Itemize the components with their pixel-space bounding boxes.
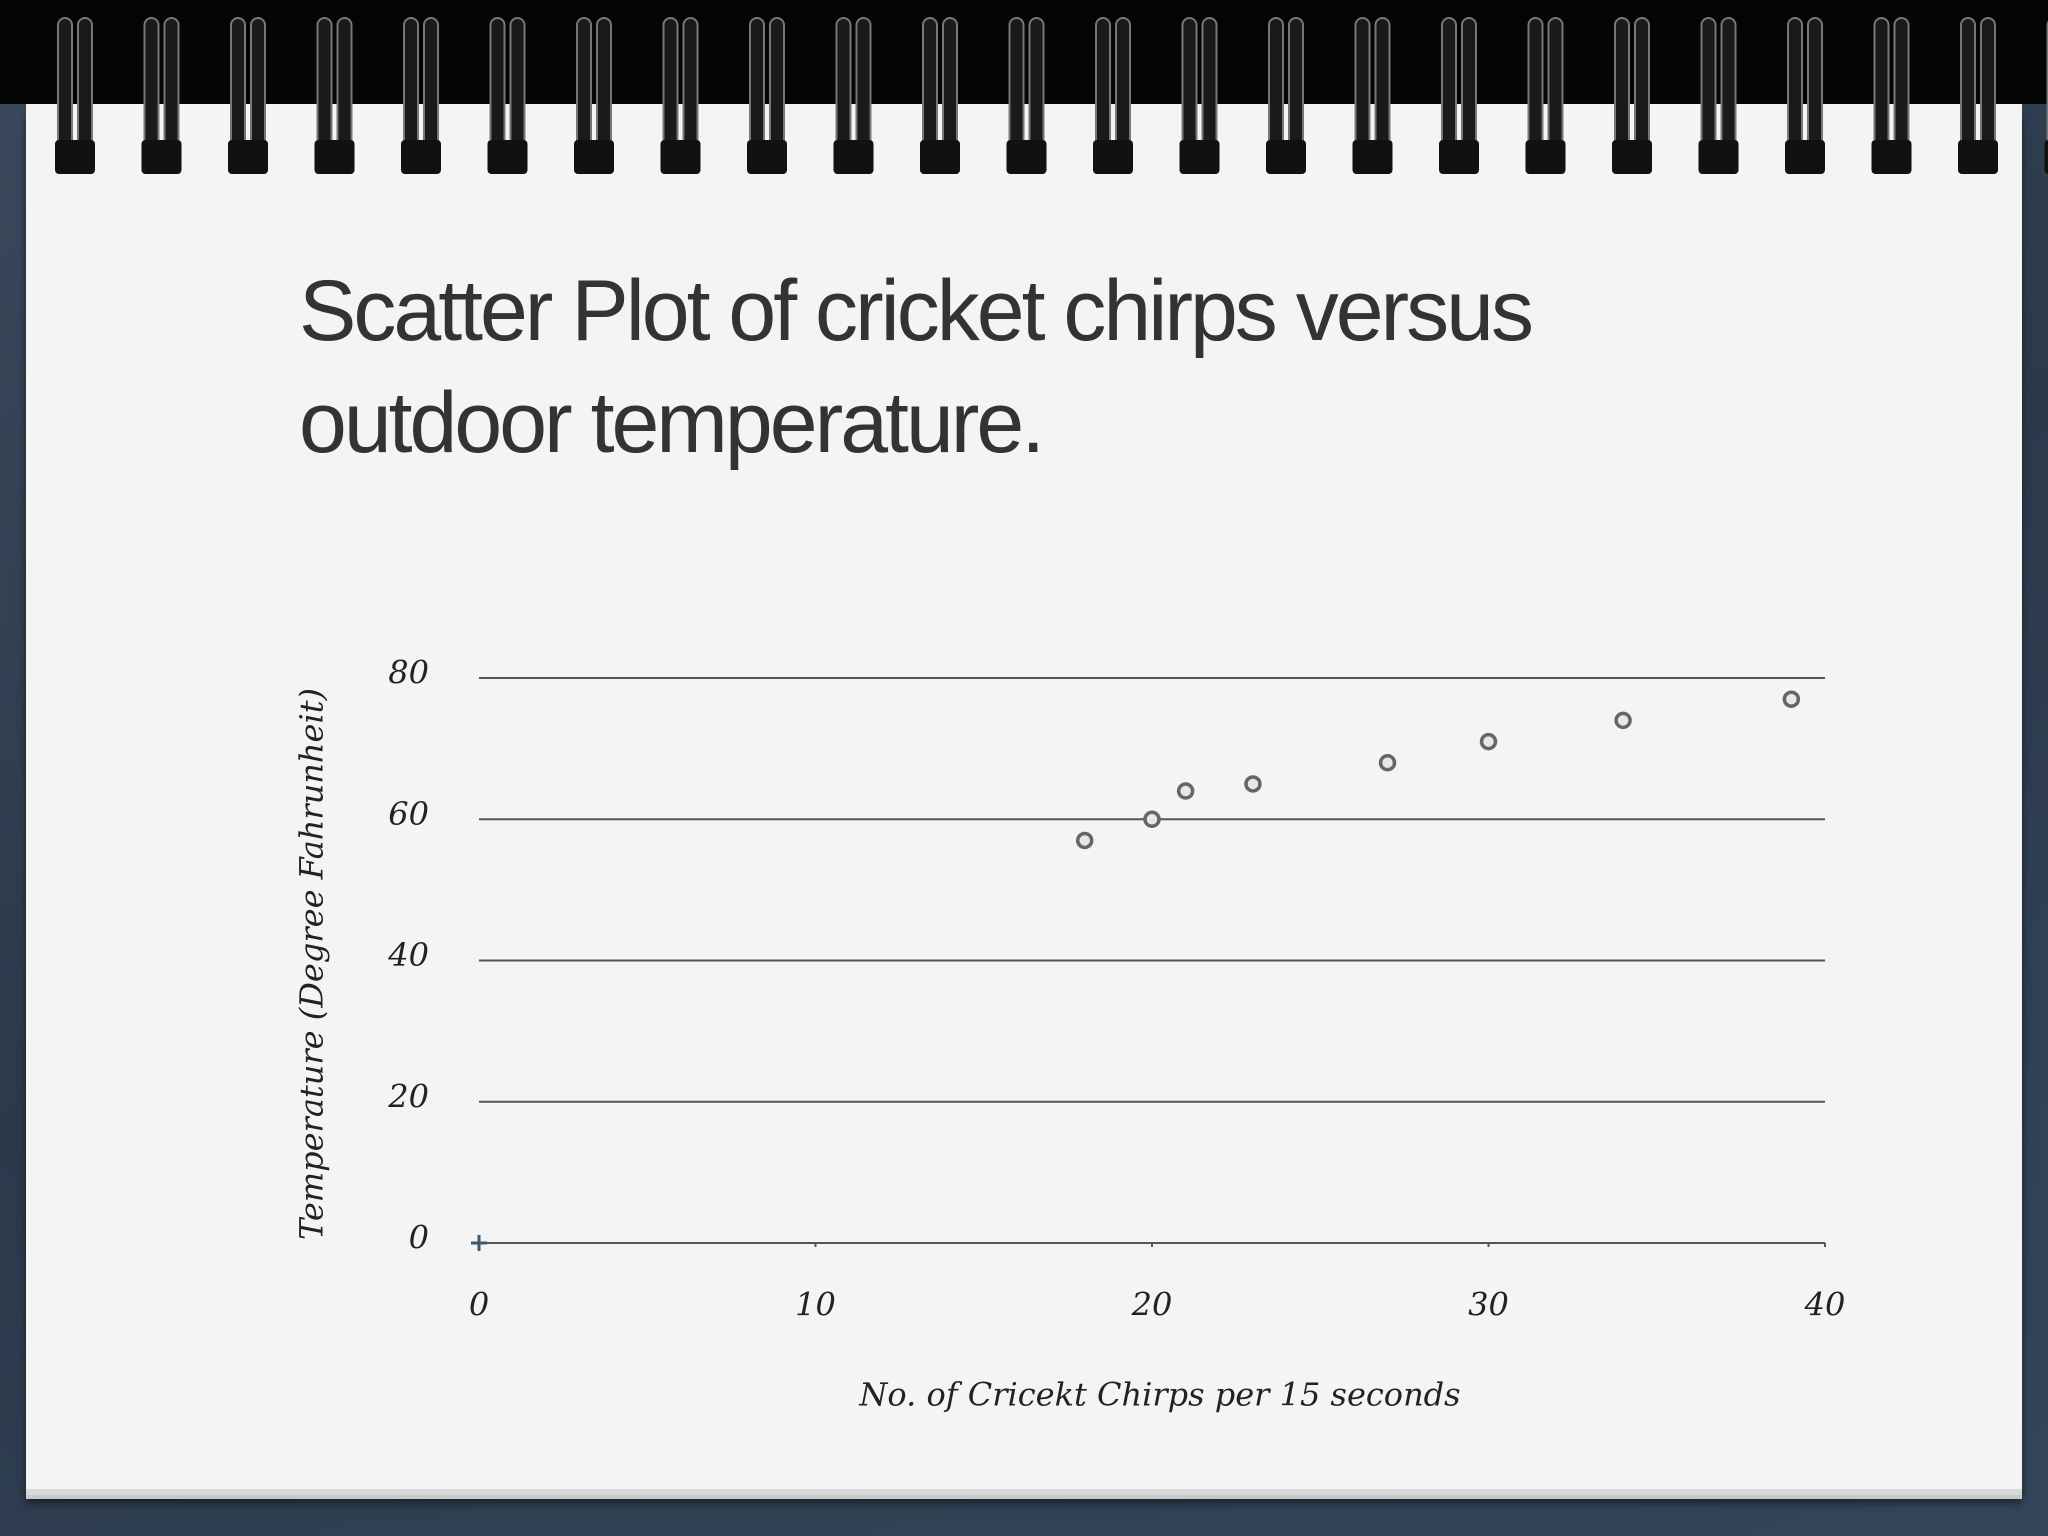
ring-hole	[574, 140, 614, 174]
scatter-point	[1143, 810, 1161, 828]
ring-hole	[1266, 140, 1306, 174]
ring-hole	[487, 140, 528, 174]
notebook-paper	[26, 104, 2022, 1489]
ring-hole	[1439, 140, 1479, 174]
y-axis-label: Temperature (Degree Fahrunheit)	[293, 688, 331, 1240]
scatter-point	[1479, 732, 1498, 751]
x-axis-label: No. of Cricekt Chirps per 15 seconds	[858, 1376, 1460, 1414]
ring-hole	[228, 140, 268, 174]
ring-hole	[1525, 140, 1566, 174]
x-tick-label: 0	[469, 1286, 489, 1324]
slide-title: Scatter Plot of cricket chirps versus ou…	[299, 263, 1534, 471]
ring-hole	[1612, 140, 1652, 174]
x-tick-label: 40	[1804, 1286, 1846, 1324]
ring-hole	[1785, 140, 1825, 174]
ring-hole	[833, 140, 874, 174]
y-tick-label: 60	[388, 795, 429, 833]
x-tick-label: 10	[795, 1286, 836, 1324]
ring-hole	[1006, 140, 1047, 174]
spiral-rings	[55, 17, 2048, 174]
x-tick-label: 20	[1131, 1286, 1173, 1324]
ring-hole	[920, 140, 960, 174]
origin-marker	[471, 1235, 487, 1251]
x-tick-label: 30	[1468, 1286, 1509, 1324]
ring-hole	[141, 140, 182, 174]
scatter-point	[1782, 690, 1801, 708]
ring-hole	[1871, 140, 1912, 174]
ring-hole	[1352, 140, 1393, 174]
ring-hole	[55, 140, 95, 174]
y-tick-label: 0	[409, 1219, 429, 1257]
scatter-point	[1075, 831, 1094, 850]
ring-hole	[1958, 140, 1998, 174]
ring-hole	[401, 140, 441, 174]
scatter-point	[1244, 775, 1262, 793]
ring-hole	[660, 140, 701, 174]
y-tick-label: 20	[387, 1077, 429, 1115]
ring-hole	[747, 140, 787, 174]
y-tick-label: 80	[388, 654, 429, 692]
ring-hole	[2044, 140, 2048, 174]
ring-hole	[1179, 140, 1220, 174]
ring-hole	[314, 140, 355, 174]
y-tick-label: 40	[387, 936, 429, 974]
scatter-point	[1378, 754, 1397, 772]
scatter-point	[1176, 782, 1195, 800]
ring-hole	[1698, 140, 1739, 174]
scatter-point	[1614, 711, 1632, 730]
ring-hole	[1093, 140, 1133, 174]
